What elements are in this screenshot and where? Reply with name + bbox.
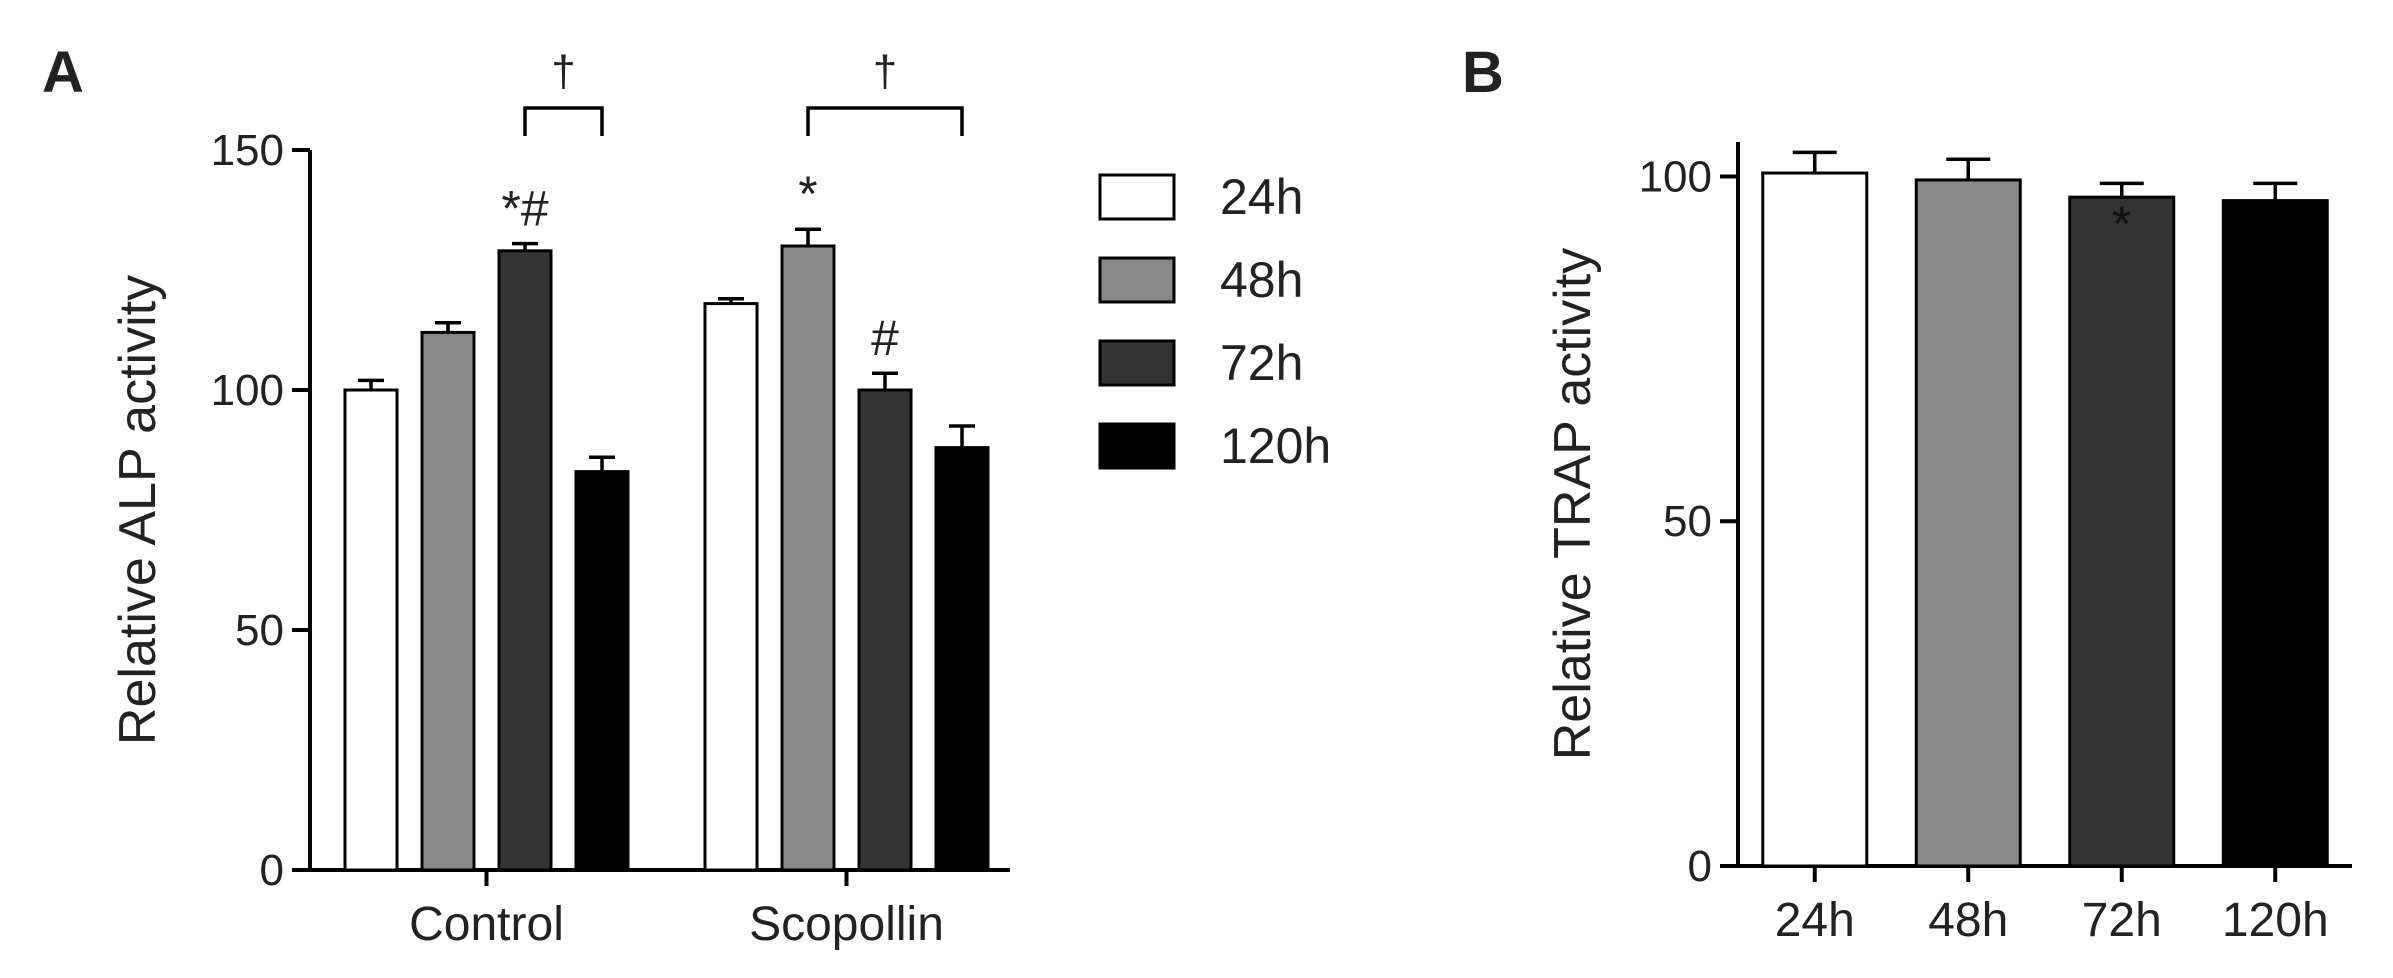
bar-scopollin-72h: [857, 388, 913, 872]
bar-48h: [1914, 178, 2022, 868]
y-tick-label: 50: [235, 606, 284, 655]
panel-a-letter: A: [42, 40, 84, 105]
legend-swatch-72h: [1098, 339, 1176, 387]
bar-control-72h: [497, 249, 553, 872]
x-tick-label-24h: 24h: [1775, 894, 1855, 947]
bar-control-24h: [343, 388, 399, 872]
y-tick-label: 50: [1663, 497, 1712, 546]
y-axis-title: Relative TRAP activity: [1544, 248, 1602, 760]
bar-72h: [2068, 195, 2176, 868]
significance-mark: #: [871, 310, 899, 366]
dagger-mark: †: [551, 47, 575, 96]
legend-swatch-120h: [1098, 422, 1176, 470]
legend-label-24h: 24h: [1220, 169, 1303, 225]
bar-scopollin-120h: [934, 446, 990, 872]
x-tick-label-scopollin: Scopollin: [749, 898, 944, 951]
chart-a: 0 50 100 150 Relative ALP activity Control Sco…: [109, 47, 1010, 951]
comparison-bracket: [523, 106, 604, 136]
bar-scopollin-24h: [703, 302, 759, 872]
bar-scopollin-48h: [780, 244, 836, 872]
panel-b-letter: B: [1462, 40, 1504, 105]
y-tick-label: 100: [1639, 152, 1712, 201]
bar-24h: [1761, 171, 1869, 868]
significance-mark: *: [2112, 196, 2131, 252]
y-tick-label: 150: [211, 126, 284, 175]
x-tick-label-120h: 120h: [2222, 894, 2329, 947]
legend-swatch-24h: [1098, 173, 1176, 221]
bar-control-120h: [574, 470, 630, 872]
x-tick-label-72h: 72h: [2082, 894, 2162, 947]
dagger-mark: †: [873, 47, 897, 96]
significance-mark: *: [798, 166, 817, 222]
bar-120h: [2221, 199, 2329, 868]
legend-label-120h: 120h: [1220, 418, 1331, 474]
chart-b: 0 50 100 Relative TRAP activity 24h 48h 72h 120…: [1544, 142, 2352, 947]
x-tick-label-control: Control: [409, 898, 564, 951]
bar-control-48h: [420, 330, 476, 872]
y-tick-label: 100: [211, 366, 284, 415]
y-tick-label: 0: [1688, 842, 1712, 891]
comparison-bracket: [806, 106, 964, 136]
y-axis-title: Relative ALP activity: [109, 275, 167, 745]
legend-swatch-48h: [1098, 256, 1176, 304]
significance-mark: *#: [501, 181, 548, 237]
chart-a-legend: 24h 48h 72h 120h: [1098, 169, 1331, 474]
x-tick-label-48h: 48h: [1928, 894, 2008, 947]
legend-label-48h: 48h: [1220, 252, 1303, 308]
legend-label-72h: 72h: [1220, 335, 1303, 391]
y-tick-label: 0: [260, 846, 284, 895]
